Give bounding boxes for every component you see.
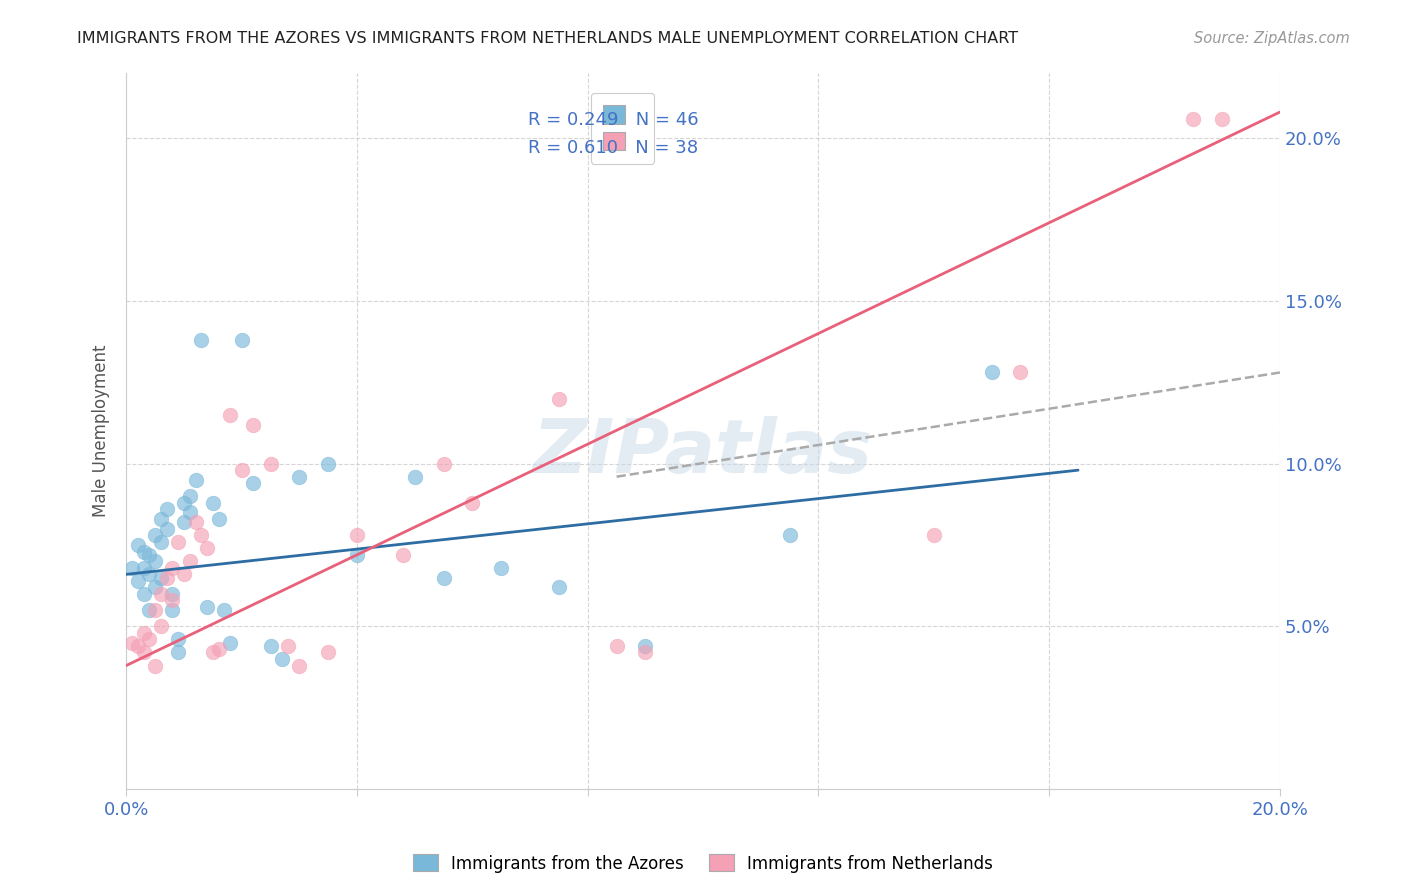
Point [167,645,190,659]
Text: R = 0.610   N = 38: R = 0.610 N = 38 [527,139,697,157]
Point [432,457,454,471]
Point [190,333,212,347]
Point [184,515,207,529]
Point [127,574,149,588]
Point [346,528,368,542]
Point [980,366,1002,380]
Point [195,599,218,614]
Point [404,469,426,483]
Point [149,619,172,633]
Point [138,548,160,562]
Point [138,567,160,582]
Point [162,561,184,575]
Point [162,603,184,617]
Point [316,645,339,659]
Point [346,548,368,562]
Point [316,457,339,471]
Text: R = 0.249   N = 46: R = 0.249 N = 46 [527,111,699,128]
Point [392,548,415,562]
Point [231,463,253,477]
Point [162,587,184,601]
Point [271,652,294,666]
Point [149,571,172,585]
Point [149,534,172,549]
Point [121,636,143,650]
Point [143,528,166,542]
Point [432,571,454,585]
Point [179,506,201,520]
Point [156,502,179,516]
Point [127,639,149,653]
Point [242,417,264,432]
Point [207,512,229,526]
Point [548,580,571,594]
Point [489,561,512,575]
Point [1010,366,1032,380]
Text: ZIPatlas: ZIPatlas [533,416,873,489]
Point [162,593,184,607]
Point [214,603,236,617]
Point [922,528,945,542]
Point [461,496,484,510]
Point [143,580,166,594]
Point [138,632,160,647]
Point [219,636,242,650]
Point [634,639,657,653]
Point [121,561,143,575]
Point [149,512,172,526]
Point [143,554,166,568]
Point [634,645,657,659]
Point [201,496,224,510]
Point [173,567,195,582]
Legend: Immigrants from the Azores, Immigrants from Netherlands: Immigrants from the Azores, Immigrants f… [406,847,1000,880]
Point [173,496,195,510]
Point [1182,112,1205,126]
Point [259,457,281,471]
Point [173,515,195,529]
Point [127,538,149,552]
Point [179,489,201,503]
Point [548,392,571,406]
Point [167,534,190,549]
Point [184,473,207,487]
Point [132,561,155,575]
Point [201,645,224,659]
Point [219,408,242,422]
Point [138,603,160,617]
Point [149,587,172,601]
Point [606,639,628,653]
Point [143,658,166,673]
Point [156,522,179,536]
Point [190,528,212,542]
Point [779,528,801,542]
Point [132,626,155,640]
Point [207,642,229,657]
Point [242,476,264,491]
Point [132,544,155,558]
Y-axis label: Male Unemployment: Male Unemployment [93,345,110,517]
Point [231,333,253,347]
Point [288,658,311,673]
Legend:  ,  : , [591,93,654,164]
Text: Source: ZipAtlas.com: Source: ZipAtlas.com [1194,31,1350,46]
Point [277,639,299,653]
Point [167,632,190,647]
Point [195,541,218,556]
Point [1211,112,1233,126]
Point [132,645,155,659]
Point [288,469,311,483]
Text: IMMIGRANTS FROM THE AZORES VS IMMIGRANTS FROM NETHERLANDS MALE UNEMPLOYMENT CORR: IMMIGRANTS FROM THE AZORES VS IMMIGRANTS… [77,31,1018,46]
Point [143,603,166,617]
Point [132,587,155,601]
Point [179,554,201,568]
Point [259,639,281,653]
Point [156,571,179,585]
